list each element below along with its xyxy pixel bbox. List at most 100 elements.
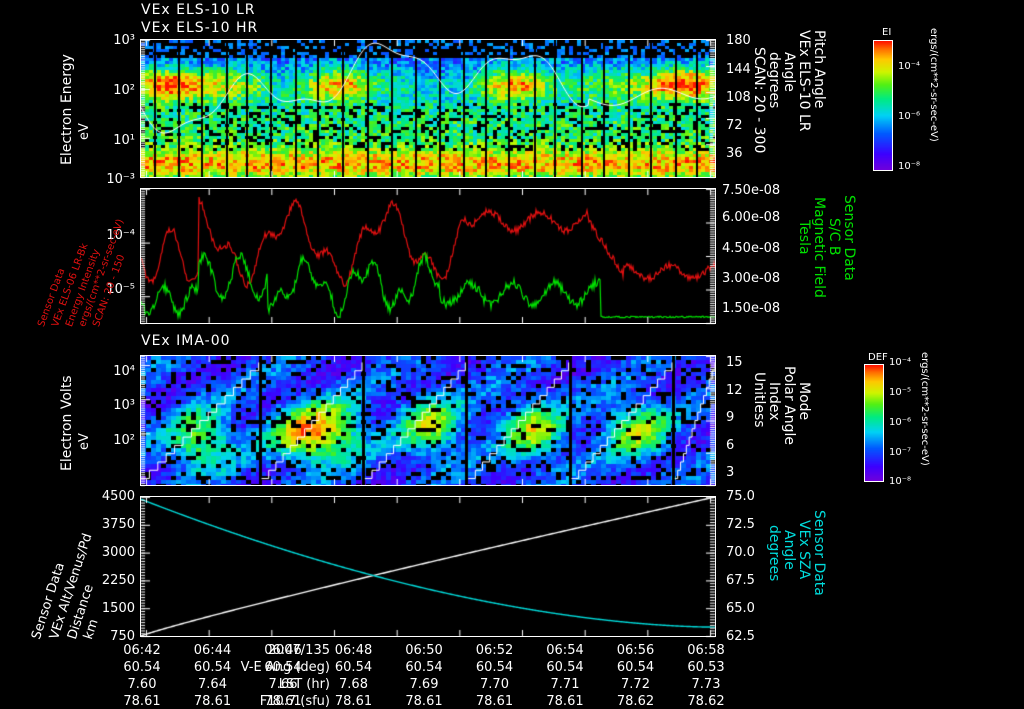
table-cell: 06:56 xyxy=(616,643,655,658)
table-cell: 60.54 xyxy=(193,660,232,675)
colorbar3-units: ergs/(cm**2-sr-sec-eV) xyxy=(919,352,930,466)
def-colorbar xyxy=(864,364,884,482)
panel1-rtick-144: 144 xyxy=(726,62,751,77)
energy-intensity-bfield-panel xyxy=(140,188,716,324)
panel1-title-lr: VEx ELS-10 LR xyxy=(141,2,256,18)
panel4-rtick-625: 62.5 xyxy=(726,629,755,644)
panel4-rlabel-degrees: degrees xyxy=(766,525,782,582)
panel3-rlabel-index: Index xyxy=(766,382,782,421)
panel4-rtick-675: 67.5 xyxy=(726,573,755,588)
colorbar3-tick-2: 10⁻⁵ xyxy=(889,387,912,398)
panel1-rlabel-angle: Angle xyxy=(781,52,797,92)
panel3-ytick-2: 10² xyxy=(113,433,135,448)
panel3-rlabel-mode: Mode xyxy=(796,382,812,421)
panel3-ylabel-units: eV xyxy=(77,433,92,450)
panel1-rtick-180: 180 xyxy=(726,33,751,48)
table-cell: 7.69 xyxy=(409,677,439,692)
panel4-rlabel-sza: VEx SZA xyxy=(796,520,812,580)
panel3-rtick-12: 12 xyxy=(726,383,743,398)
panel2-rtick-5: 1.50e-08 xyxy=(722,301,781,316)
table-cell: 06:54 xyxy=(546,643,584,658)
colorbar1-title: EI xyxy=(882,27,892,38)
table-cell: 60.54 xyxy=(405,660,443,675)
panel4-rtick-700: 70.0 xyxy=(726,545,755,560)
table-cell: 78.61 xyxy=(123,694,161,709)
panel1-ylabel-main: Electron Energy xyxy=(59,54,75,165)
table-cell: 06:48 xyxy=(334,643,373,658)
panel1-ytick-1: 10¹ xyxy=(113,133,135,148)
panel1-rlabel-instrument: VEx ELS-10 LR xyxy=(796,30,812,132)
table-cell: 60.54 xyxy=(334,660,373,675)
colorbar3-tick-3: 10⁻⁶ xyxy=(889,417,912,428)
panel2-ytick-1: 10⁻³ xyxy=(106,172,135,187)
panel3-ytick-4: 10⁴ xyxy=(113,364,135,379)
colorbar1-tick-3: 10⁻⁸ xyxy=(898,161,921,172)
table-cell: 7.60 xyxy=(127,677,157,692)
ei-colorbar xyxy=(873,40,893,171)
altitude-sza-traces xyxy=(141,497,715,636)
table-cell: 06:42 xyxy=(123,643,161,658)
colorbar3-tick-5: 10⁻⁸ xyxy=(889,476,912,487)
table-cell: 78.62 xyxy=(616,694,655,709)
panel2-rtick-1: 7.50e-08 xyxy=(722,183,781,198)
ima-spectrogram-panel xyxy=(140,355,716,486)
table-cell: 60.54 xyxy=(546,660,584,675)
panel1-ytick-3: 10³ xyxy=(113,33,135,48)
colorbar1-units: ergs/(cm**2-sr-sec-eV) xyxy=(928,28,939,142)
panel2-rtick-3: 4.50e-08 xyxy=(722,241,781,256)
table-cell: 06:52 xyxy=(475,643,514,658)
panel2-rlabel-sensor: Sensor Data xyxy=(841,195,857,281)
panel3-rtick-6: 6 xyxy=(726,438,735,453)
panel3-rlabel-unitless: Unitless xyxy=(751,372,767,428)
els-spectrogram-panel xyxy=(140,39,716,178)
colorbar3-tick-1: 10⁻⁴ xyxy=(889,357,912,368)
colorbar1-tick-2: 10⁻⁶ xyxy=(898,111,921,122)
table-cell: 60.54 xyxy=(123,660,161,675)
panel1-rlabel-scan: SCAN: 20 - 300 xyxy=(751,47,767,154)
panel4-ytick-4500: 4500 xyxy=(101,489,135,504)
panel3-rlabel-polarangle: Polar Angle xyxy=(781,366,797,446)
energy-intensity-bfield-traces xyxy=(141,189,715,323)
table-cell: 78.61 xyxy=(546,694,584,709)
colorbar3-title: DEF xyxy=(868,352,888,363)
panel3-title: VEx IMA-00 xyxy=(141,333,231,349)
panel4-rlabel-angle: Angle xyxy=(781,530,797,570)
panel1-rtick-108: 108 xyxy=(726,90,751,105)
table-cell: 06:50 xyxy=(405,643,443,658)
panel4-ytick-3000: 3000 xyxy=(101,545,135,560)
table-cell: 78.61 xyxy=(475,694,514,709)
panel3-ylabel-main: Electron Volts xyxy=(59,375,75,471)
table-cell: 06:46 xyxy=(264,643,302,658)
table-cell: 7.66 xyxy=(268,677,298,692)
panel4-ytick-3750: 3750 xyxy=(101,517,135,532)
panel2-rlabel-magfield: Magnetic Field xyxy=(811,197,827,298)
panel1-ylabel-units: eV xyxy=(77,123,92,140)
panel2-rlabel-tesla: Tesla xyxy=(796,220,812,255)
table-cell: 60.54 xyxy=(264,660,302,675)
panel1-rlabel-degrees: degrees xyxy=(766,52,782,109)
table-cell: 78.61 xyxy=(264,694,302,709)
panel1-title-hr: VEx ELS-10 HR xyxy=(141,20,259,36)
table-cell: 78.62 xyxy=(687,694,725,709)
els-spectrogram-image xyxy=(141,40,715,177)
table-cell: 7.64 xyxy=(198,677,227,692)
table-cell: 78.61 xyxy=(334,694,373,709)
colorbar1-tick-1: 10⁻⁴ xyxy=(898,61,921,72)
ima-spectrogram-image xyxy=(141,356,715,485)
table-cell: 60.54 xyxy=(616,660,655,675)
panel1-rtick-36: 36 xyxy=(726,146,743,161)
colorbar3-tick-4: 10⁻⁷ xyxy=(889,447,912,458)
panel4-ytick-1500: 1500 xyxy=(101,601,135,616)
altitude-sza-panel xyxy=(140,496,716,637)
panel3-rtick-3: 3 xyxy=(726,465,735,480)
panel2-rtick-4: 3.00e-08 xyxy=(722,271,781,286)
table-cell: 06:44 xyxy=(193,643,232,658)
table-cell: 06:58 xyxy=(687,643,725,658)
table-cell: 7.73 xyxy=(691,677,721,692)
table-cell: 7.68 xyxy=(339,677,368,692)
panel2-rlabel-scb: S/C B xyxy=(826,218,842,256)
table-cell: 7.72 xyxy=(621,677,650,692)
table-cell: 78.61 xyxy=(405,694,443,709)
panel4-rtick-725: 72.5 xyxy=(726,517,755,532)
